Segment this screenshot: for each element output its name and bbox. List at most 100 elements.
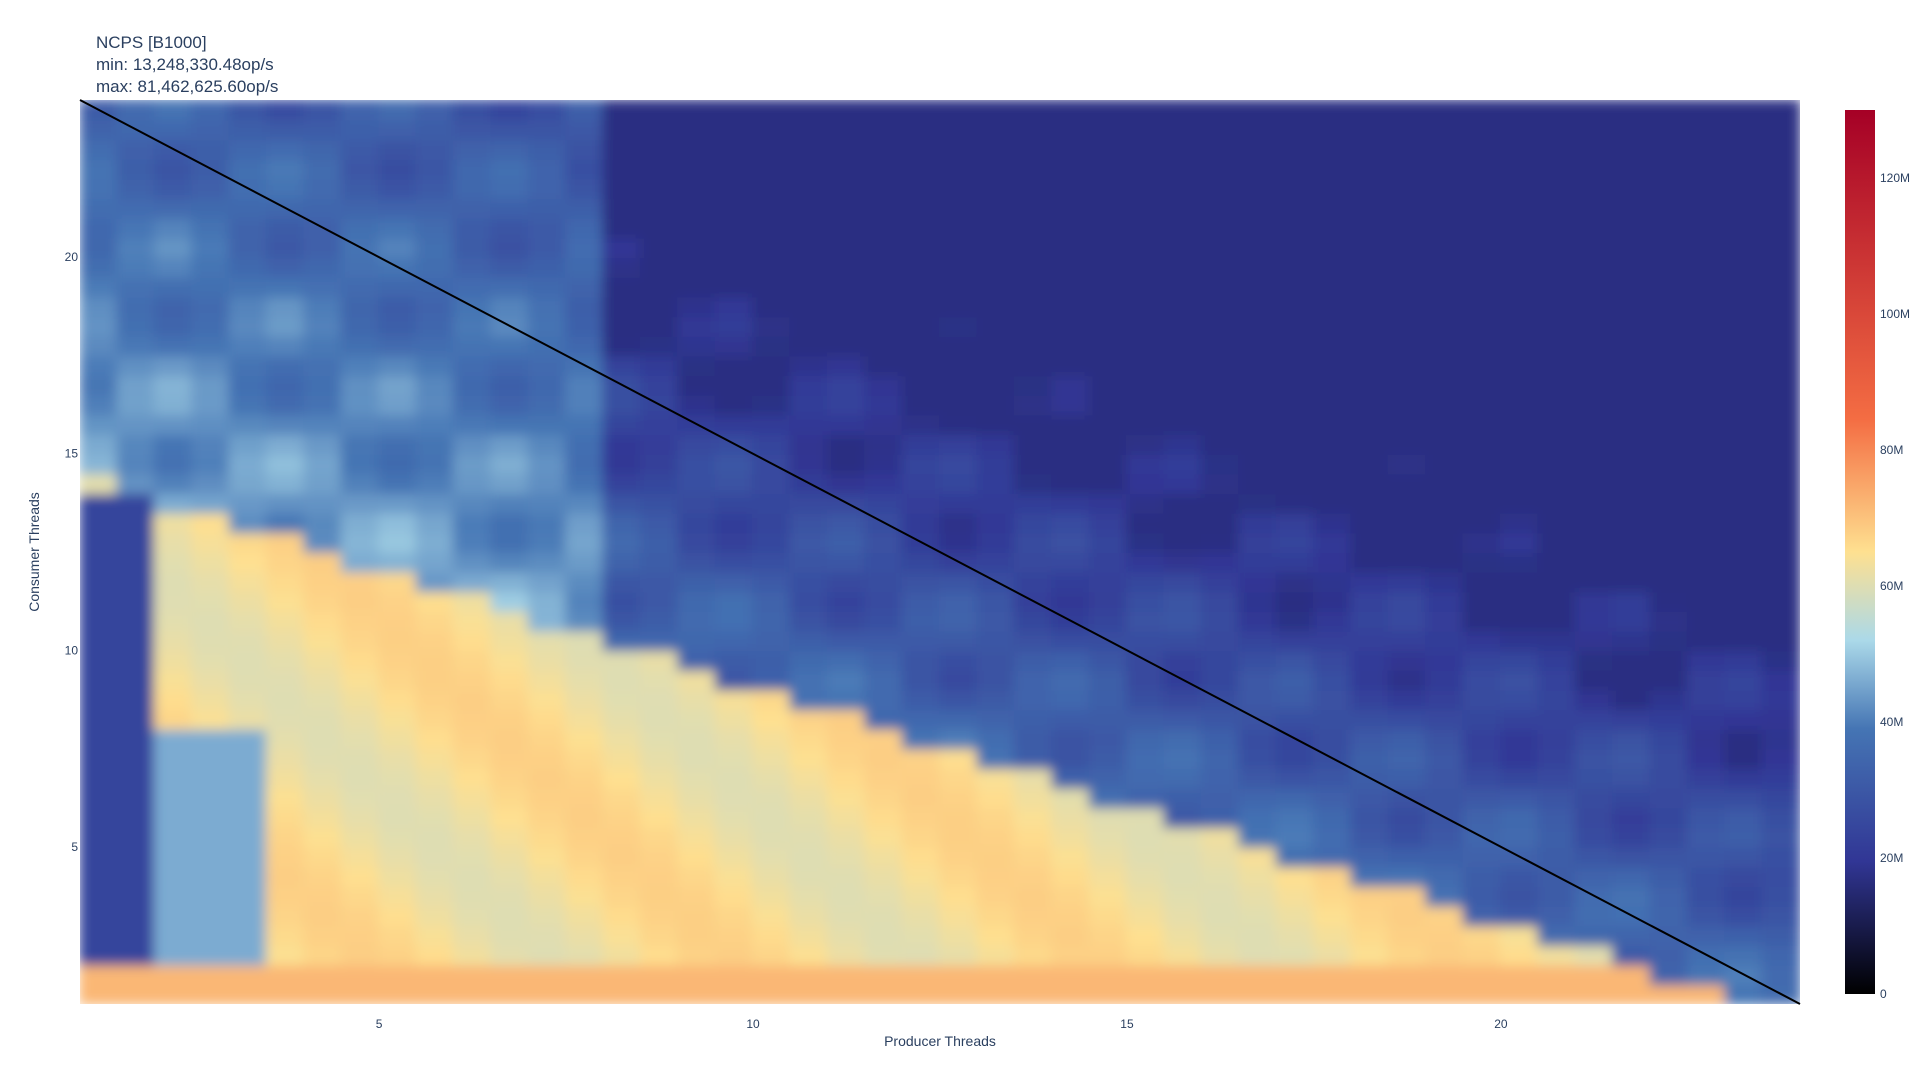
heatmap-cell [1649, 531, 1689, 553]
heatmap-cell [378, 157, 418, 180]
heatmap-cell [1686, 334, 1727, 357]
heatmap-cell [789, 334, 829, 357]
heatmap-cell [714, 216, 755, 239]
heatmap-cell [378, 845, 418, 868]
heatmap-cell [490, 157, 530, 180]
heatmap-cell [1312, 531, 1353, 553]
heatmap-cell [565, 904, 605, 927]
chart-title-block: NCPS [B1000] min: 13,248,330.48op/s max:… [96, 32, 278, 98]
heatmap-cell [1761, 511, 1800, 534]
heatmap-cell [1425, 845, 1465, 868]
heatmap-cell [1724, 983, 1764, 1004]
heatmap-cell [1387, 904, 1428, 927]
heatmap-cell [901, 668, 941, 691]
heatmap-cell [1761, 885, 1800, 907]
heatmap-cell [1125, 786, 1166, 809]
heatmap-cell [265, 708, 306, 730]
heatmap-cell [1537, 551, 1577, 573]
heatmap-cell [1612, 885, 1652, 907]
heatmap-cell [1649, 786, 1689, 809]
heatmap-cell [901, 315, 941, 337]
heatmap-cell [1574, 551, 1615, 573]
heatmap-cell [677, 197, 717, 219]
heatmap-cell [1125, 216, 1166, 239]
heatmap-cell [602, 944, 642, 966]
heatmap-cell [1051, 904, 1091, 927]
heatmap-cell [1125, 374, 1166, 396]
heatmap-cell [901, 177, 941, 200]
heatmap-cell [565, 806, 605, 829]
heatmap-cell [1013, 374, 1054, 396]
heatmap-cell [228, 472, 268, 495]
heatmap-cell [1462, 629, 1502, 652]
heatmap-cell [452, 806, 493, 829]
heatmap-cell [1761, 433, 1800, 455]
heatmap-cell [153, 865, 194, 888]
heatmap-cell [1724, 727, 1764, 750]
heatmap-cell [1425, 570, 1465, 593]
heatmap-cell [677, 452, 717, 475]
heatmap-cell [490, 767, 530, 789]
heatmap-cell [490, 197, 530, 219]
heatmap-cell [191, 727, 231, 750]
heatmap-cell [1574, 904, 1615, 927]
heatmap-cell [415, 826, 455, 848]
heatmap-cell [565, 885, 605, 907]
heatmap-cell [191, 590, 231, 612]
heatmap-cell [1387, 492, 1428, 514]
heatmap-cell [415, 216, 455, 239]
heatmap-cell [939, 354, 979, 377]
heatmap-cell [1275, 708, 1315, 730]
heatmap-cell [1649, 197, 1689, 219]
heatmap-cell [1013, 511, 1054, 534]
heatmap-cell [452, 747, 493, 770]
heatmap-cell [265, 944, 306, 966]
heatmap-cell [677, 727, 717, 750]
heatmap-cell [1051, 944, 1091, 966]
heatmap-cell [639, 197, 680, 219]
heatmap-cell [1200, 786, 1241, 809]
colorbar-tick-label: 20M [1880, 851, 1903, 865]
heatmap-cell [976, 767, 1016, 789]
heatmap-cell [1350, 570, 1390, 593]
heatmap-cell [1013, 668, 1054, 691]
heatmap-cell [1612, 708, 1652, 730]
heatmap-cell [153, 216, 194, 239]
heatmap-cell [1649, 609, 1689, 632]
heatmap-cell [415, 865, 455, 888]
heatmap-cell [303, 865, 343, 888]
heatmap-cell [340, 590, 381, 612]
heatmap-cell [527, 295, 568, 318]
heatmap-cell [191, 275, 231, 298]
heatmap-cell [228, 944, 268, 966]
heatmap-cell [265, 767, 306, 789]
heatmap-cell [415, 767, 455, 789]
heatmap-cell [639, 177, 680, 200]
heatmap-cell [1649, 275, 1689, 298]
heatmap-cell [378, 531, 418, 553]
heatmap-cell [1125, 708, 1166, 730]
heatmap-cell [1537, 236, 1577, 259]
y-tick-label: 5 [71, 840, 78, 854]
colorbar-tick-label: 40M [1880, 715, 1903, 729]
heatmap-cell [789, 551, 829, 573]
heatmap-cell [1462, 865, 1502, 888]
heatmap-cell [639, 236, 680, 259]
heatmap-cell [1686, 295, 1727, 318]
heatmap-cell [1125, 983, 1166, 1004]
heatmap-cell [1574, 609, 1615, 632]
heatmap-cell [1387, 216, 1428, 239]
heatmap-cell [1425, 668, 1465, 691]
heatmap-cell [452, 609, 493, 632]
heatmap-cell [1163, 413, 1203, 436]
heatmap-cell [1013, 649, 1054, 671]
heatmap-cell [80, 924, 119, 947]
heatmap-cell [116, 747, 156, 770]
heatmap-cell [1125, 570, 1166, 593]
heatmap-cell [80, 944, 119, 966]
heatmap-cell [1649, 354, 1689, 377]
heatmap-cell [1350, 492, 1390, 514]
heatmap-cell [116, 551, 156, 573]
heatmap-cell [1238, 963, 1278, 986]
heatmap-cell [1275, 275, 1315, 298]
